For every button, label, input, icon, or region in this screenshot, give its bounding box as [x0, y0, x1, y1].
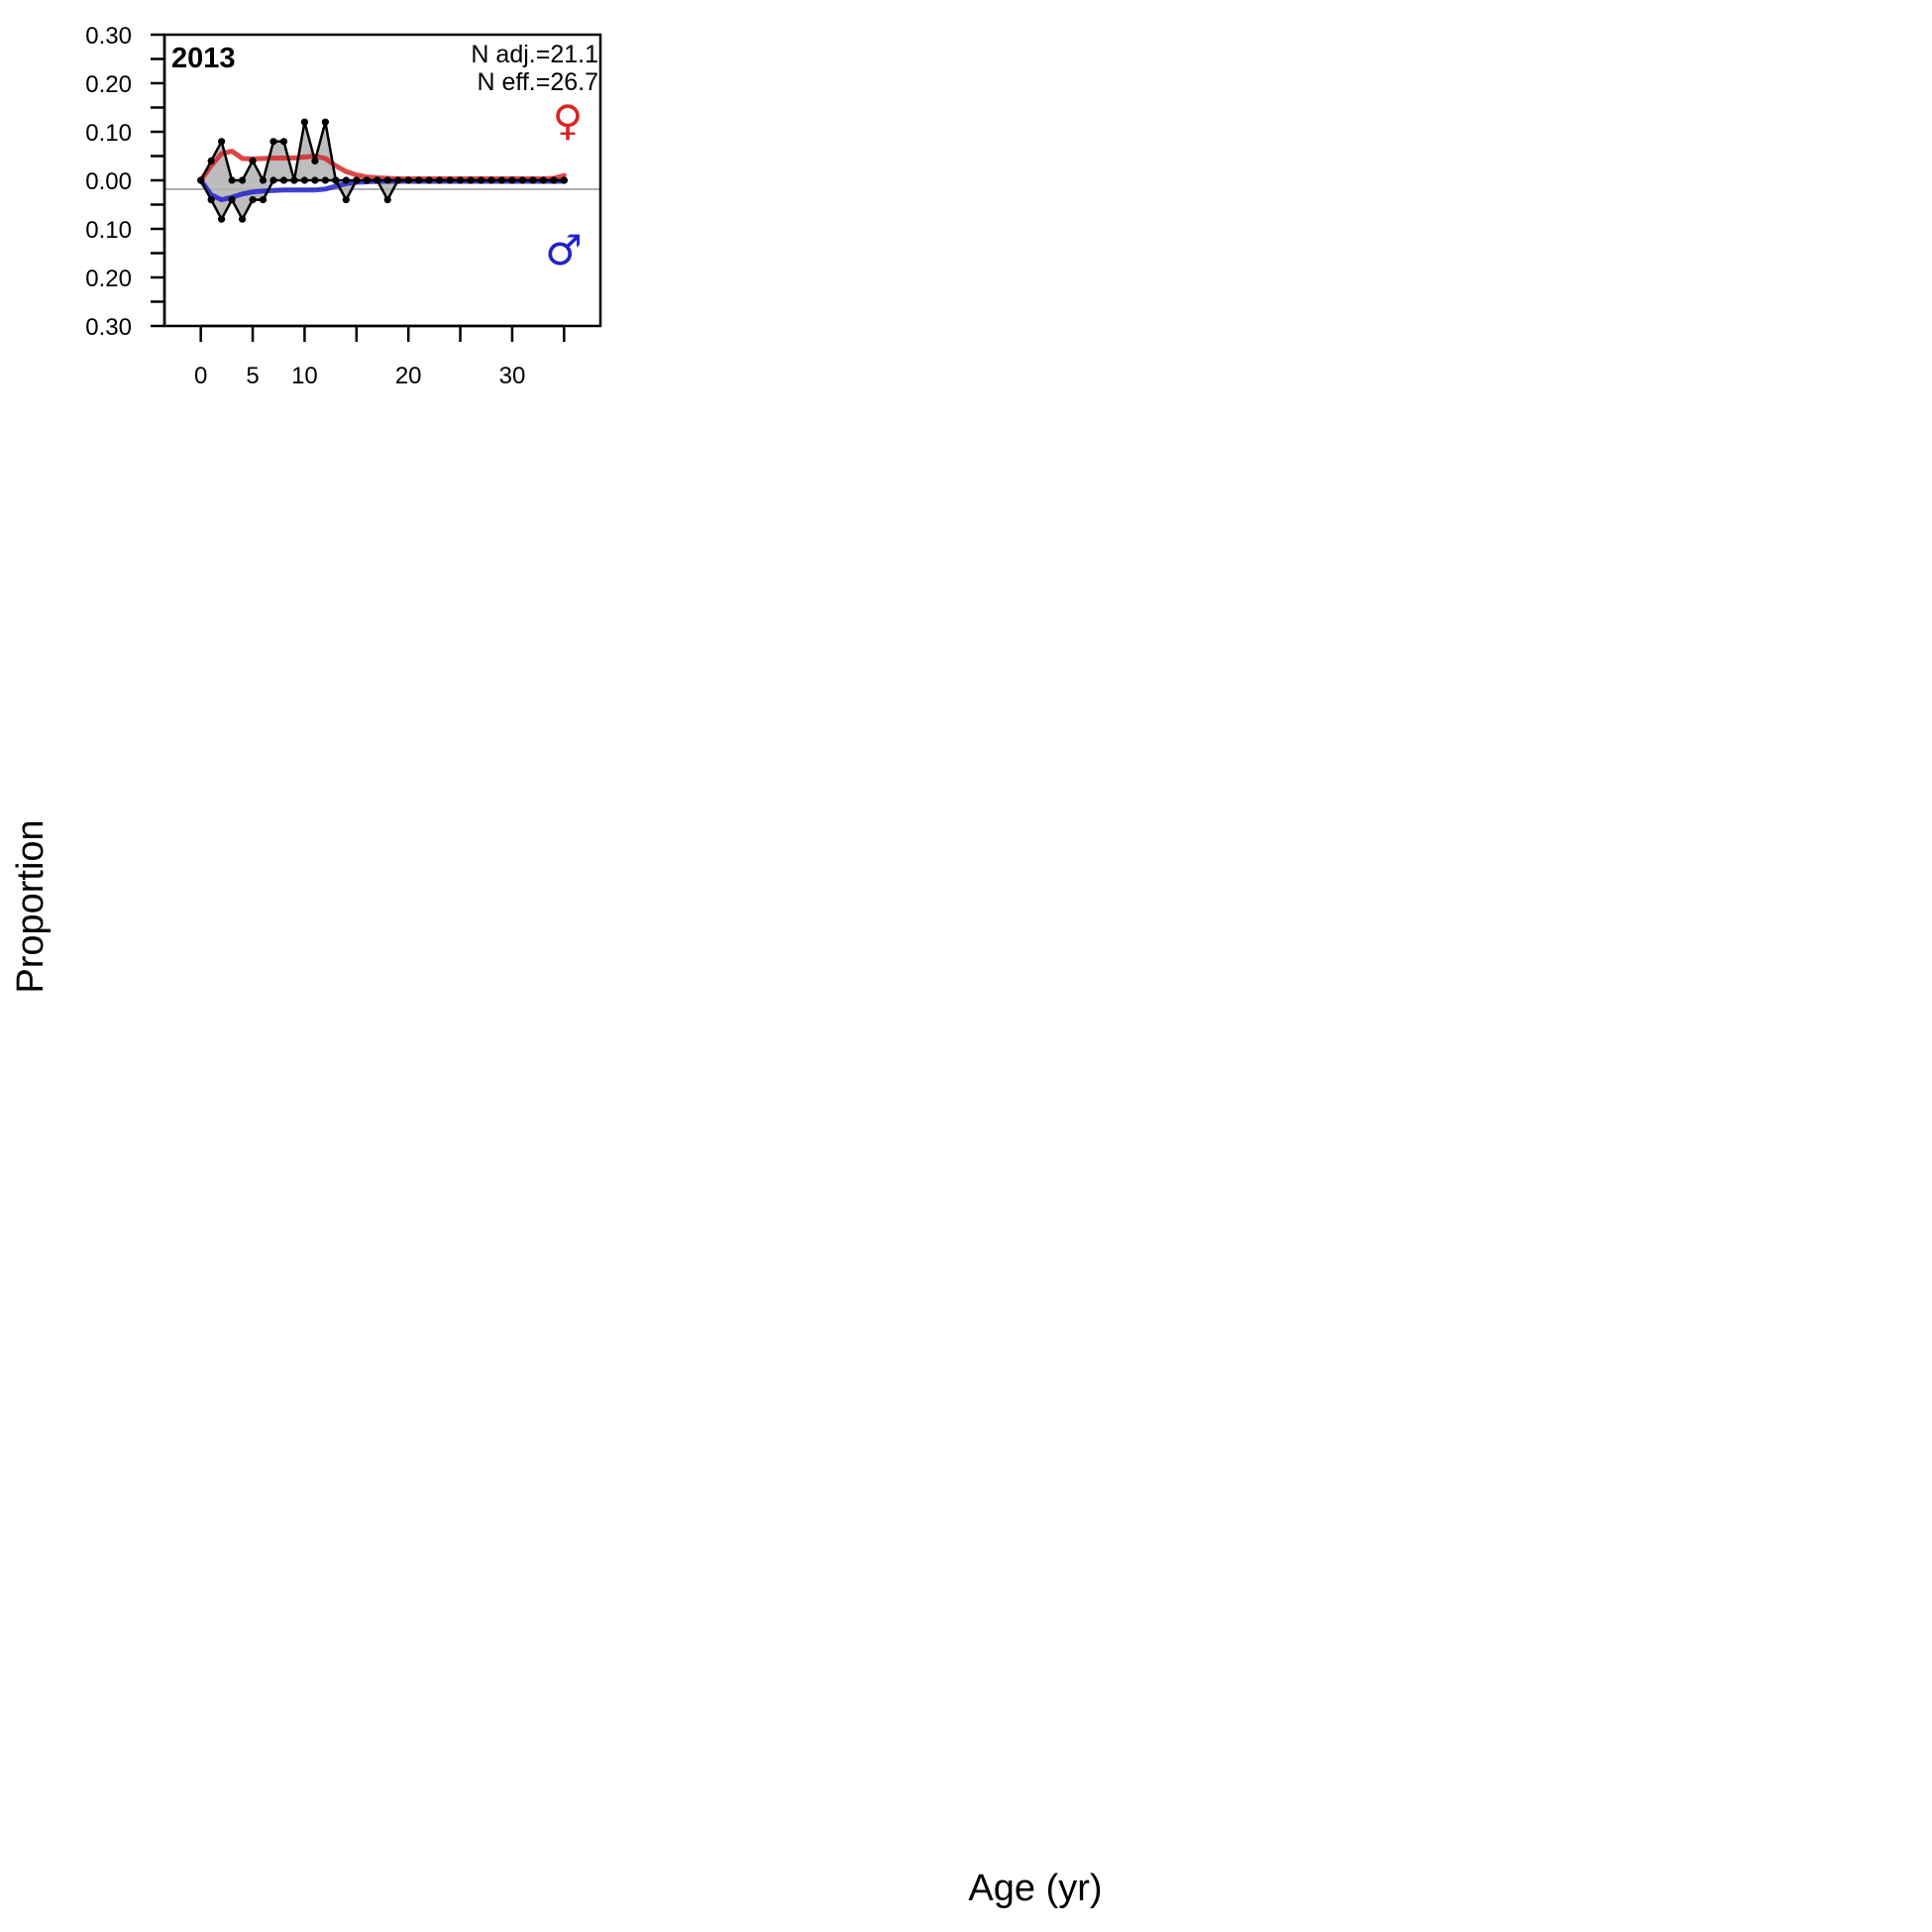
- male-observed-point: [290, 176, 298, 184]
- male-observed-point: [269, 176, 277, 184]
- female-observed-point: [279, 138, 288, 146]
- male-observed-point: [529, 176, 537, 184]
- male-observed-point: [332, 176, 340, 184]
- n-adj-label: N adj.=21.1: [471, 41, 598, 68]
- male-observed-point: [363, 176, 371, 184]
- male-observed-point: [415, 176, 423, 184]
- x-tick-label: 20: [395, 363, 422, 389]
- male-observed-point: [404, 176, 412, 184]
- female-observed-point: [218, 138, 226, 146]
- male-observed-point: [550, 176, 558, 184]
- male-observed-point: [560, 176, 568, 184]
- male-observed-point: [300, 176, 309, 184]
- female-observed-point: [228, 176, 236, 184]
- male-symbol-icon: ♂: [545, 226, 583, 274]
- male-observed-point: [259, 196, 268, 204]
- legend: ♀ ♂: [545, 96, 583, 274]
- y-tick-label: 0.10: [85, 217, 132, 244]
- y-tick-label: 0.30: [85, 314, 132, 341]
- female-observed-point: [311, 157, 319, 164]
- female-observed-point: [269, 138, 277, 146]
- male-observed-point: [353, 176, 361, 184]
- x-axis: 0 5 10 20 30: [194, 324, 566, 389]
- male-observed-point: [539, 176, 547, 184]
- male-observed-point: [394, 176, 402, 184]
- female-observed-point: [321, 118, 329, 126]
- male-observed-point: [218, 215, 226, 223]
- x-tick-label: 30: [499, 363, 526, 389]
- male-observed-point: [228, 196, 236, 204]
- male-observed-point: [321, 176, 329, 184]
- male-observed-point: [425, 176, 433, 184]
- male-observed-point: [374, 176, 381, 184]
- male-observed-point: [456, 176, 465, 184]
- female-symbol-icon: ♀: [553, 96, 584, 145]
- female-observed-point: [259, 176, 268, 184]
- male-observed-point: [207, 196, 215, 204]
- male-observed-point: [311, 176, 319, 184]
- y-tick-label: 0.20: [85, 266, 132, 292]
- male-observed-point: [279, 176, 288, 184]
- female-observed-point: [300, 118, 309, 126]
- x-tick-label: 0: [194, 363, 207, 389]
- y-axis-title: Proportion: [10, 819, 52, 993]
- female-observed-area: [200, 122, 565, 180]
- n-eff-label: N eff.=26.7: [477, 68, 598, 96]
- male-observed-point: [477, 176, 485, 184]
- male-observed-point: [467, 176, 475, 184]
- male-observed-point: [436, 176, 444, 184]
- male-observed-point: [383, 196, 391, 204]
- x-axis-title: Age (yr): [968, 1868, 1102, 1909]
- female-observed-point: [249, 157, 257, 164]
- male-observed-point: [197, 176, 205, 184]
- male-observed-point: [238, 215, 247, 223]
- female-observed-point: [238, 176, 247, 184]
- male-observed-point: [487, 176, 495, 184]
- panel-2013: 0.30 0.20 0.10 0.00 0.10 0.20 0.30 0 5 10 20 30 20…: [85, 23, 602, 389]
- observed-layer: [197, 118, 568, 223]
- male-observed-point: [342, 196, 350, 204]
- y-tick-label: 0.10: [85, 120, 132, 147]
- female-observed-point: [383, 176, 391, 184]
- female-observed-point: [342, 176, 350, 184]
- panel-title: 2013: [171, 43, 236, 74]
- male-observed-point: [249, 196, 257, 204]
- male-observed-point: [518, 176, 527, 184]
- male-observed-point: [508, 176, 516, 184]
- male-observed-point: [446, 176, 454, 184]
- y-tick-label: 0.20: [85, 71, 132, 98]
- x-tick-label: 5: [246, 363, 259, 389]
- y-tick-label: 0.00: [85, 168, 132, 195]
- male-observed-point: [497, 176, 506, 184]
- female-observed-point: [207, 157, 215, 164]
- x-tick-label: 10: [291, 363, 318, 389]
- y-tick-label: 0.30: [85, 23, 132, 50]
- y-axis: 0.30 0.20 0.10 0.00 0.10 0.20 0.30: [85, 23, 166, 341]
